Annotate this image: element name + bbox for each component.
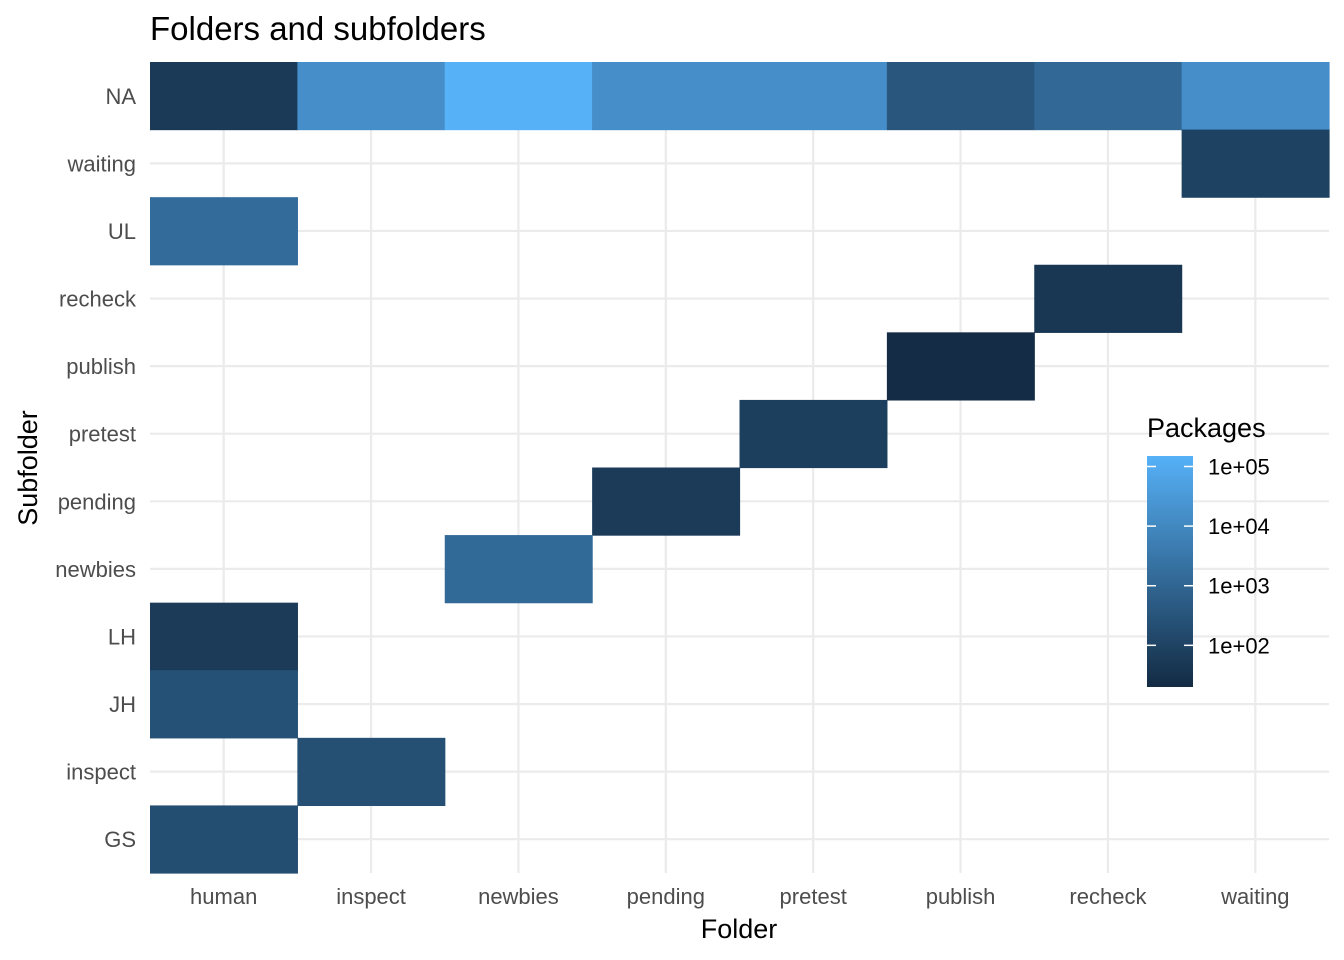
x-tick-label: recheck bbox=[1069, 884, 1147, 909]
x-tick-label: human bbox=[190, 884, 257, 909]
heatmap-cell bbox=[150, 62, 298, 131]
heatmap-cell bbox=[886, 62, 1035, 131]
x-tick-label: waiting bbox=[1220, 884, 1289, 909]
legend-break-label: 1e+02 bbox=[1208, 633, 1270, 658]
y-tick-label: LH bbox=[108, 624, 136, 649]
y-tick-label: inspect bbox=[66, 760, 136, 785]
y-tick-label: GS bbox=[104, 827, 136, 852]
y-tick-label: recheck bbox=[59, 287, 137, 312]
x-tick-label: publish bbox=[926, 884, 996, 909]
y-tick-label: UL bbox=[108, 219, 136, 244]
x-axis-ticks: human inspect newbies pending pretest publish… bbox=[190, 884, 1290, 909]
heatmap-cell bbox=[444, 62, 593, 131]
legend-break-label: 1e+04 bbox=[1208, 514, 1270, 539]
y-axis-title: Subfolder bbox=[13, 410, 43, 526]
x-tick-label: pending bbox=[627, 884, 705, 909]
chart-title: Folders and subfolders bbox=[150, 10, 486, 47]
x-tick-label: newbies bbox=[478, 884, 559, 909]
y-tick-label: newbies bbox=[55, 557, 136, 582]
heatmap-cell bbox=[739, 62, 888, 131]
y-tick-label: publish bbox=[66, 354, 136, 379]
heatmap-cell bbox=[297, 62, 446, 131]
heatmap-cells bbox=[150, 62, 1330, 874]
legend-break-label: 1e+03 bbox=[1208, 574, 1270, 599]
y-tick-label: pretest bbox=[69, 422, 136, 447]
heatmap-cell bbox=[150, 197, 298, 266]
heatmap-cell bbox=[1181, 129, 1330, 198]
heatmap-cell bbox=[150, 805, 298, 874]
legend-title: Packages bbox=[1147, 413, 1266, 443]
heatmap-cell bbox=[739, 399, 888, 469]
heatmap-cell bbox=[886, 332, 1035, 401]
y-tick-label: NA bbox=[105, 84, 136, 109]
legend-colorbar bbox=[1147, 456, 1193, 687]
y-tick-label: waiting bbox=[67, 151, 136, 176]
color-legend: Packages 1e+02 1e+03 1e+04 1e+05 bbox=[1147, 413, 1270, 687]
heatmap-cell bbox=[592, 467, 741, 536]
heatmap-cell bbox=[1034, 62, 1183, 131]
heatmap-cell bbox=[1181, 62, 1330, 131]
heatmap-cell bbox=[1034, 264, 1183, 333]
heatmap-cell bbox=[150, 670, 298, 739]
heatmap-cell bbox=[150, 602, 298, 671]
x-tick-label: pretest bbox=[780, 884, 847, 909]
y-axis-ticks: GS inspect JH LH newbies pending pretest publis… bbox=[55, 84, 137, 852]
x-axis-title: Folder bbox=[701, 914, 778, 944]
heatmap-cell bbox=[592, 62, 741, 131]
legend-break-label: 1e+05 bbox=[1208, 454, 1270, 479]
y-tick-label: pending bbox=[58, 489, 136, 514]
x-tick-label: inspect bbox=[336, 884, 406, 909]
y-tick-label: JH bbox=[109, 692, 136, 717]
heatmap-cell bbox=[444, 535, 593, 604]
heatmap-cell bbox=[297, 737, 446, 807]
